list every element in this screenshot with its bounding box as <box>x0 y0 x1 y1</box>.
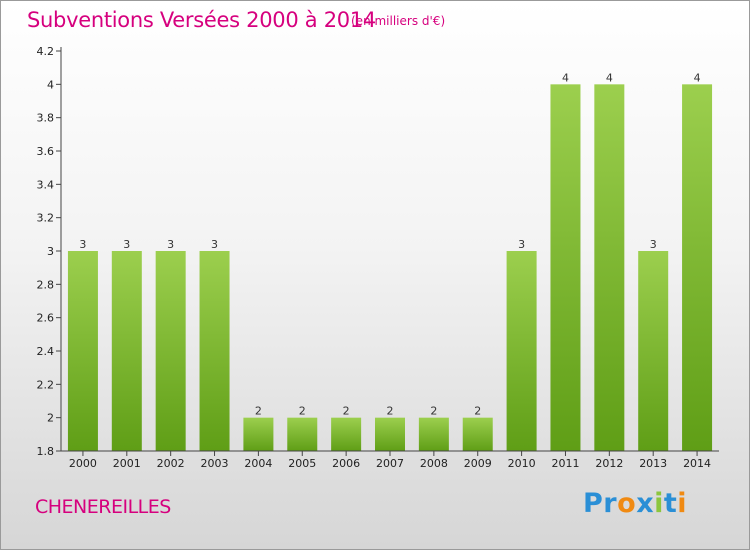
bar-2009 <box>462 417 493 451</box>
x-tick-label: 2014 <box>683 457 711 470</box>
bar-value-label: 3 <box>211 238 218 251</box>
bar-2002 <box>155 251 186 451</box>
bar-2011 <box>550 84 581 451</box>
y-tick-label: 2.6 <box>37 312 55 325</box>
y-tick-label: 4.2 <box>37 45 55 58</box>
proxiti-logo: Proxiti <box>583 488 688 519</box>
x-tick-label: 2011 <box>551 457 579 470</box>
bar-value-label: 2 <box>299 405 306 418</box>
chart-subtitle: (en milliers d'€) <box>351 14 446 28</box>
bar-value-label: 4 <box>694 71 701 84</box>
y-tick-label: 4 <box>47 78 54 91</box>
x-tick-label: 2007 <box>376 457 404 470</box>
bar-value-label: 3 <box>79 238 86 251</box>
commune-name: CHENEREILLES <box>35 496 171 518</box>
bar-2007 <box>375 417 405 451</box>
bar-value-label: 3 <box>123 238 130 251</box>
bar-2000 <box>67 251 98 451</box>
chart-title: Subventions Versées 2000 à 2014 <box>27 8 376 32</box>
y-tick-label: 1.8 <box>37 445 55 458</box>
bar-2012 <box>594 84 625 451</box>
x-tick-label: 2006 <box>332 457 360 470</box>
x-tick-label: 2013 <box>639 457 667 470</box>
bar-value-label: 2 <box>474 405 481 418</box>
bar-value-label: 2 <box>255 405 262 418</box>
y-tick-label: 3.6 <box>37 145 55 158</box>
bar-2005 <box>287 417 318 451</box>
x-tick-label: 2000 <box>69 457 97 470</box>
bar-2006 <box>331 417 362 451</box>
bar-2001 <box>111 251 142 451</box>
bar-value-label: 3 <box>518 238 525 251</box>
x-tick-label: 2005 <box>288 457 316 470</box>
y-tick-label: 2.8 <box>37 278 55 291</box>
y-tick-label: 3.2 <box>37 212 55 225</box>
bar-2010 <box>506 251 537 451</box>
bar-2008 <box>418 417 449 451</box>
bar-2013 <box>638 251 669 451</box>
x-tick-label: 2003 <box>201 457 229 470</box>
x-tick-label: 2012 <box>595 457 623 470</box>
y-tick-label: 3.4 <box>37 178 55 191</box>
y-tick-label: 3.8 <box>37 112 55 125</box>
bar-value-label: 2 <box>387 405 394 418</box>
bar-value-label: 3 <box>167 238 174 251</box>
x-tick-label: 2008 <box>420 457 448 470</box>
x-tick-label: 2002 <box>157 457 185 470</box>
bar-value-label: 4 <box>606 71 613 84</box>
bar-value-label: 2 <box>430 405 437 418</box>
x-tick-label: 2009 <box>464 457 492 470</box>
x-tick-label: 2010 <box>508 457 536 470</box>
y-tick-label: 2.4 <box>37 345 55 358</box>
bar-2014 <box>682 84 713 451</box>
y-tick-label: 3 <box>47 245 54 258</box>
bar-value-label: 2 <box>343 405 350 418</box>
y-tick-label: 2 <box>47 412 54 425</box>
bar-2003 <box>199 251 230 451</box>
bar-value-label: 4 <box>562 71 569 84</box>
x-tick-label: 2004 <box>244 457 272 470</box>
x-tick-label: 2001 <box>113 457 141 470</box>
bar-2004 <box>243 417 274 451</box>
y-tick-label: 2.2 <box>37 378 55 391</box>
bar-value-label: 3 <box>650 238 657 251</box>
